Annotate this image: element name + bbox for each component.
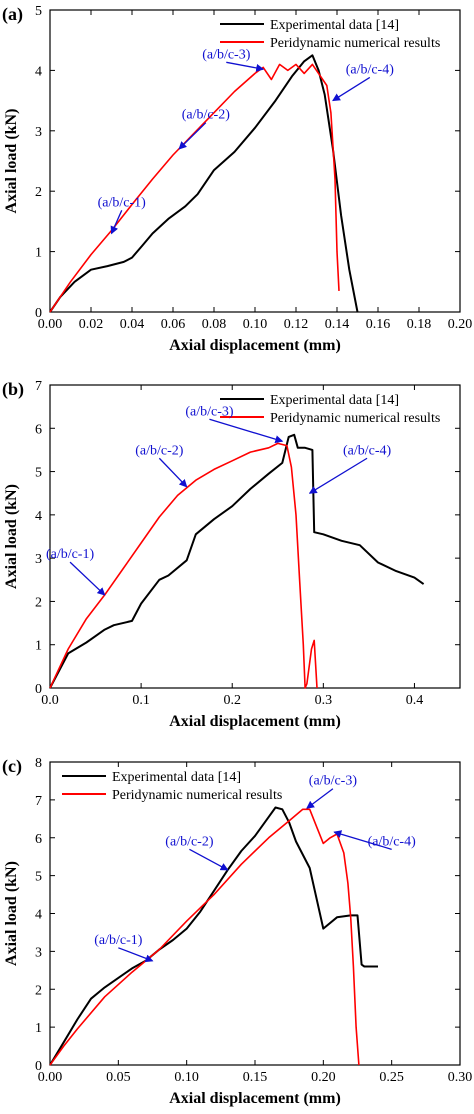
panel-label: (c) [2, 756, 22, 777]
legend-label: Experimental data [14] [270, 393, 399, 408]
annotation-arrow [189, 848, 229, 871]
x-tick-label: 0.18 [407, 317, 432, 332]
y-tick-label: 0 [35, 1059, 42, 1074]
annotation-arrow [333, 830, 392, 850]
x-tick-label: 0.00 [38, 1070, 63, 1085]
annotation-label: (a/b/c-2) [182, 108, 231, 123]
series-line [49, 63, 340, 313]
x-tick-label: 0.2 [223, 693, 241, 708]
plot-frame [49, 9, 461, 313]
y-tick-label: 2 [35, 595, 42, 610]
legend-label: Peridynamic numerical results [270, 36, 440, 51]
chart-panel: 0.00 0.02 0.04 0.06 0.08 0.10 0.12 0.14 0.16 0.18… [2, 4, 472, 354]
plot-frame [49, 761, 461, 1066]
y-tick-label: 7 [35, 794, 42, 809]
y-tick-label: 0 [35, 306, 42, 321]
y-axis-label: Axial load (kN) [3, 109, 20, 214]
chart-panel: 0.0 0.1 0.2 0.3 0.4 0 1 2 3 4 5 6 7 Experimental data… [2, 379, 461, 730]
y-tick-label: 7 [35, 379, 42, 394]
annotation-arrow [209, 418, 284, 444]
annotation-arrow [226, 61, 265, 72]
series-line [49, 806, 378, 1066]
x-tick-label: 0.05 [106, 1070, 131, 1085]
panel-label: (b) [2, 379, 24, 400]
y-tick-label: 4 [35, 64, 42, 79]
x-tick-label: 0.08 [202, 317, 227, 332]
annotation-label: (a/b/c-2) [165, 834, 214, 849]
x-tick-label: 0.3 [315, 693, 333, 708]
legend-label: Peridynamic numerical results [112, 788, 282, 803]
y-tick-label: 0 [35, 682, 42, 697]
x-tick-label: 0.02 [79, 317, 104, 332]
y-tick-label: 5 [35, 466, 42, 481]
x-tick-label: 0.30 [448, 1070, 473, 1085]
y-tick-label: 1 [35, 246, 42, 261]
annotation-label: (a/b/c-3) [185, 404, 234, 419]
annotation-arrow [158, 457, 188, 488]
annotation-arrow [69, 561, 106, 596]
y-tick-label: 1 [35, 1021, 42, 1036]
x-tick-label: 0.20 [448, 317, 473, 332]
annotation-arrow [178, 122, 207, 150]
x-axis-label: Axial displacement (mm) [169, 713, 341, 730]
x-axis-label: Axial displacement (mm) [169, 337, 341, 354]
y-tick-label: 5 [35, 4, 42, 19]
y-tick-label: 3 [35, 945, 42, 960]
annotation-arrow [110, 210, 123, 235]
y-tick-label: 6 [35, 832, 42, 847]
x-tick-label: 0.10 [174, 1070, 199, 1085]
annotation-label: (a/b/c-4) [368, 834, 417, 849]
annotation-label: (a/b/c-4) [346, 62, 395, 77]
y-tick-label: 3 [35, 125, 42, 140]
x-tick-label: 0.16 [366, 317, 391, 332]
annotation-label: (a/b/c-1) [98, 195, 147, 210]
annotation-arrow [308, 457, 368, 494]
x-tick-label: 0.15 [243, 1070, 268, 1085]
annotation-label: (a/b/c-1) [46, 547, 95, 562]
y-tick-label: 8 [35, 756, 42, 771]
y-tick-label: 4 [35, 908, 42, 923]
x-tick-label: 0.0 [41, 693, 59, 708]
y-tick-label: 1 [35, 639, 42, 654]
y-tick-label: 6 [35, 422, 42, 437]
legend-label: Peridynamic numerical results [270, 411, 440, 426]
y-axis-label: Axial load (kN) [3, 484, 20, 589]
annotation-label: (a/b/c-3) [309, 774, 358, 789]
chart-panel: 0.00 0.05 0.10 0.15 0.20 0.25 0.30 0 1 2 3 4 5 6 7 8 Exp… [2, 756, 472, 1107]
plot-frame [49, 384, 461, 689]
x-tick-label: 0.10 [243, 317, 268, 332]
annotation-label: (a/b/c-3) [202, 47, 251, 62]
annotation-arrow [332, 76, 371, 102]
x-tick-label: 0.4 [406, 693, 424, 708]
x-axis-label: Axial displacement (mm) [169, 1090, 341, 1107]
y-tick-label: 5 [35, 870, 42, 885]
y-tick-label: 2 [35, 983, 42, 998]
x-tick-label: 0.12 [284, 317, 309, 332]
x-tick-label: 0.1 [132, 693, 150, 708]
x-tick-label: 0.04 [120, 317, 145, 332]
y-tick-label: 4 [35, 509, 42, 524]
panel-label: (a) [2, 4, 23, 25]
legend-label: Experimental data [14] [112, 770, 241, 785]
series-line [49, 442, 318, 689]
annotation-arrow [306, 788, 334, 809]
series-line [49, 433, 425, 689]
series-line [49, 54, 359, 313]
annotation-arrow [118, 947, 154, 963]
x-tick-label: 0.00 [38, 317, 63, 332]
y-tick-label: 2 [35, 185, 42, 200]
y-tick-label: 3 [35, 552, 42, 567]
y-axis-label: Axial load (kN) [3, 861, 20, 966]
legend-label: Experimental data [14] [270, 18, 399, 33]
x-tick-label: 0.14 [325, 317, 350, 332]
x-tick-label: 0.06 [161, 317, 186, 332]
annotation-label: (a/b/c-2) [135, 443, 184, 458]
annotation-label: (a/b/c-1) [94, 933, 143, 948]
x-tick-label: 0.25 [379, 1070, 404, 1085]
x-tick-label: 0.20 [311, 1070, 336, 1085]
series-line [49, 808, 360, 1066]
annotation-label: (a/b/c-4) [343, 443, 392, 458]
